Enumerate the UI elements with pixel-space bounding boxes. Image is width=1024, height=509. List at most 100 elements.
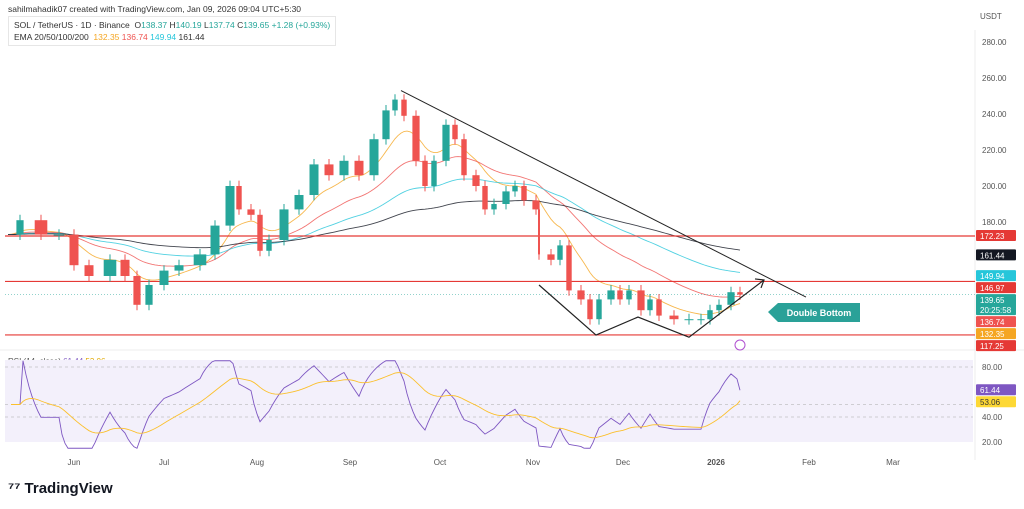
candle <box>401 94 407 122</box>
trendline <box>400 90 807 298</box>
ema200-line <box>7 200 741 251</box>
ema20-value: 132.35 <box>93 32 120 42</box>
candle-body <box>617 290 623 300</box>
candle <box>354 155 364 181</box>
candle-body <box>145 285 153 305</box>
y-tick-label: 240.00 <box>982 110 1007 119</box>
last-price-label-bg <box>976 294 1016 316</box>
candle-body <box>491 204 497 210</box>
low-value: 137.74 <box>208 20 235 30</box>
candle <box>669 310 679 325</box>
candle-body <box>637 290 645 311</box>
candle <box>461 133 467 181</box>
candle <box>716 299 722 316</box>
candle <box>247 204 255 221</box>
candle <box>309 159 319 201</box>
candle <box>626 285 632 305</box>
rsi-price-label-bg <box>976 384 1016 396</box>
rsi-tick-label: 80.00 <box>982 363 1003 372</box>
candle <box>34 214 48 240</box>
candle-body <box>669 315 679 320</box>
candle <box>193 249 207 271</box>
ema-price-label: 149.94 <box>980 272 1005 281</box>
close-label: C <box>237 20 244 30</box>
candle <box>697 313 705 325</box>
symbol-name[interactable]: SOL / TetherUS · 1D · Binance <box>14 20 130 30</box>
ema50-line <box>7 156 741 298</box>
candle-body <box>294 195 304 210</box>
candle-body <box>392 99 398 111</box>
close-value: 139.65 <box>243 20 270 30</box>
candle-body <box>382 110 390 140</box>
candle <box>257 209 263 257</box>
candle-body <box>279 209 289 240</box>
candle <box>69 229 79 271</box>
candle-body <box>521 186 527 201</box>
y-tick-label: 180.00 <box>982 218 1007 227</box>
candle <box>382 105 390 145</box>
rsi-price-label: 61.44 <box>980 386 1001 395</box>
candle-body <box>236 186 242 210</box>
currency-label: USDT <box>980 12 1002 21</box>
x-tick-label: Aug <box>250 458 264 467</box>
candle <box>596 294 602 325</box>
candle-body <box>461 139 467 176</box>
level-price-label-bg <box>976 282 1016 294</box>
arrow-head-icon <box>754 278 765 289</box>
candle-body <box>401 99 407 116</box>
candle-body <box>103 259 117 276</box>
candle-body <box>339 160 349 176</box>
candle-body <box>607 290 615 300</box>
last-price-label-countdown: 20:25:58 <box>980 306 1012 315</box>
level-price-label-bg <box>976 229 1016 241</box>
candle-body <box>502 191 510 204</box>
candle <box>491 198 497 215</box>
candle-body <box>174 265 184 271</box>
candle-body <box>159 270 169 285</box>
ema-label[interactable]: EMA 20/50/100/200 <box>14 32 89 42</box>
candle <box>53 229 65 240</box>
candle <box>684 313 694 325</box>
x-tick-label: Mar <box>886 458 900 467</box>
candle <box>538 204 540 260</box>
candle-body <box>266 240 272 251</box>
candle-body <box>422 160 428 186</box>
candle <box>647 294 653 316</box>
candle-body <box>716 304 722 311</box>
candle-body <box>538 209 540 255</box>
candle <box>656 294 662 321</box>
candle-body <box>120 259 130 276</box>
y-tick-label: 260.00 <box>982 74 1007 83</box>
candle <box>532 195 540 215</box>
x-tick-label: Jul <box>159 458 169 467</box>
candle-body <box>16 220 24 235</box>
high-label: H <box>169 20 176 30</box>
candle <box>16 214 24 240</box>
last-price-label: 139.65 <box>980 296 1005 305</box>
rsi-ma-price-label-bg <box>976 396 1016 408</box>
ema-price-label-bg <box>976 249 1016 261</box>
candle <box>577 285 585 305</box>
candle <box>412 110 420 167</box>
candle <box>431 155 437 192</box>
candle-body <box>133 276 141 305</box>
candle <box>472 169 480 192</box>
candle <box>557 240 563 266</box>
change-value: +1.28 (+0.93%) <box>271 20 331 30</box>
ema-price-label: 161.44 <box>980 251 1005 260</box>
level-price-label: 172.23 <box>980 232 1005 241</box>
rsi-line <box>11 360 741 449</box>
price-chart[interactable]: 280.00 260.00 240.00 220.00 200.00 180.00 Jun J… <box>0 0 1024 470</box>
candle <box>512 180 518 197</box>
chart-credit: sahilmahadik07 created with TradingView.… <box>8 4 302 14</box>
candle-body <box>512 186 518 192</box>
candle-body <box>84 265 94 276</box>
open-value: 138.37 <box>141 20 168 30</box>
candle-body <box>707 310 713 320</box>
candle <box>145 279 153 311</box>
ema-price-label-bg <box>976 328 1016 340</box>
ema100-line <box>7 178 741 273</box>
candle <box>617 285 623 305</box>
candle-body <box>247 209 255 215</box>
ema100-value: 149.94 <box>150 32 177 42</box>
